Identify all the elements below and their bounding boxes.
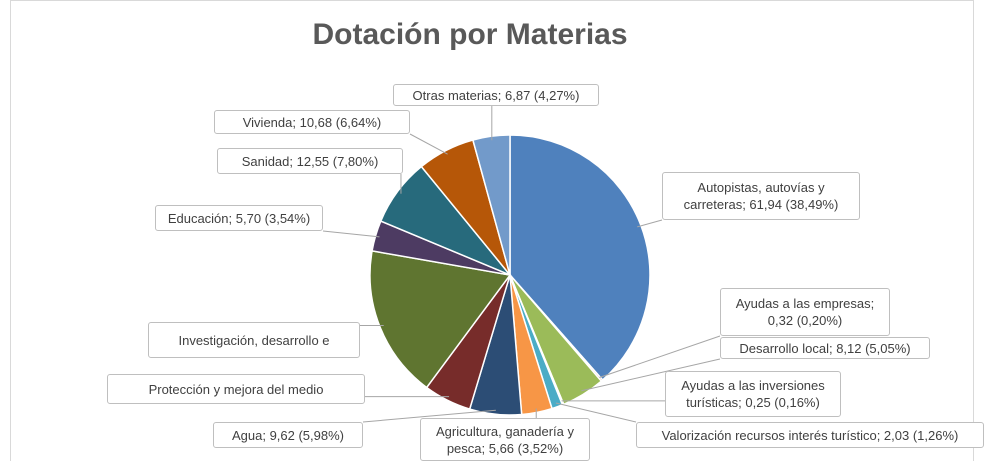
chart-frame [10, 0, 974, 461]
leader-line [637, 219, 663, 228]
data-label: Otras materias; 6,87 (4,27%) [393, 84, 599, 106]
chart-title: Dotación por Materias [312, 18, 628, 51]
data-label: Vivienda; 10,68 (6,64%) [214, 110, 410, 134]
data-label: Protección y mejora del medio [107, 374, 365, 404]
leader-line [409, 133, 448, 155]
leader-line [581, 358, 721, 392]
leader-line [362, 409, 496, 423]
leader-line [555, 402, 637, 423]
data-label: Desarrollo local; 8,12 (5,05%) [720, 337, 930, 359]
pie-slice [471, 134, 511, 276]
leader-line [322, 230, 380, 238]
pie-slice [369, 250, 512, 389]
data-label: Sanidad; 12,55 (7,80%) [217, 148, 403, 174]
data-label: Agua; 9,62 (5,98%) [213, 422, 363, 448]
data-label: Educación; 5,70 (3,54%) [155, 205, 323, 231]
data-label: Agricultura, ganadería y pesca; 5,66 (3,… [420, 418, 590, 461]
leader-line [599, 335, 721, 378]
data-label: Investigación, desarrollo e [148, 322, 360, 358]
data-label: Ayudas a las inversiones turísticas; 0,2… [665, 371, 841, 417]
data-label: Autopistas, autovías y carreteras; 61,94… [662, 172, 860, 220]
data-label: Valorización recursos interés turístico;… [636, 422, 984, 448]
data-label: Ayudas a las empresas; 0,32 (0,20%) [720, 288, 890, 336]
